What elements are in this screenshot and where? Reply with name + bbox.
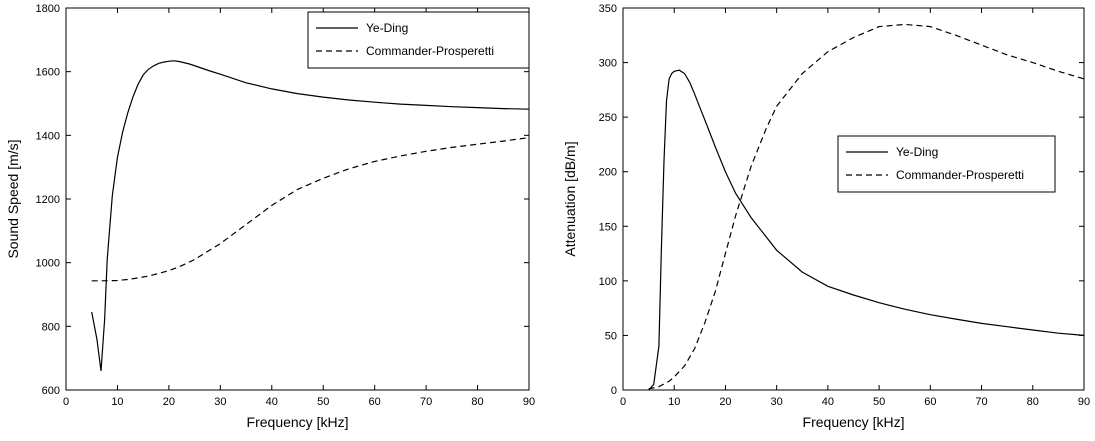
x-tick-label: 60 <box>924 396 936 408</box>
x-tick-label: 70 <box>975 396 987 408</box>
y-tick-label: 300 <box>599 58 617 70</box>
legend-box <box>307 11 530 69</box>
x-tick-label: 20 <box>719 396 731 408</box>
x-tick-label: 70 <box>420 396 432 408</box>
legend-entry: Commander-Prosperetti <box>366 44 494 58</box>
series-commander-prosperetti <box>91 137 529 282</box>
x-tick-label: 50 <box>317 396 329 408</box>
y-tick-label: 150 <box>599 221 617 233</box>
x-tick-label: 40 <box>266 396 278 408</box>
series-ye-ding <box>91 60 529 371</box>
y-tick-label: 600 <box>42 385 60 397</box>
x-tick-label: 10 <box>111 396 123 408</box>
x-tick-label: 80 <box>471 396 483 408</box>
y-tick-label: 1200 <box>36 194 60 206</box>
legend: Ye-Ding Commander-Prosperetti <box>307 11 530 69</box>
legend-entry: Ye-Ding <box>896 145 938 159</box>
series-ye-ding <box>648 69 1084 390</box>
x-tick-label: 50 <box>873 396 885 408</box>
x-tick-label: 30 <box>214 396 226 408</box>
y-tick-label: 50 <box>605 330 617 342</box>
y-tick-label: 100 <box>599 276 617 288</box>
plot-frame <box>622 7 1085 391</box>
chart-1: 0 10 20 30 40 50 60 70 80 90 600 800 1000 1200 1400 160… <box>5 3 535 430</box>
y-tick-label: 1800 <box>36 3 60 15</box>
series-commander-prosperetti <box>648 23 1084 390</box>
y-tick-label: 200 <box>599 167 617 179</box>
x-tick-label: 40 <box>822 396 834 408</box>
legend-entry: Commander-Prosperetti <box>896 168 1024 182</box>
x-tick-label: 30 <box>771 396 783 408</box>
x-tick-label: 0 <box>620 396 626 408</box>
y-axis-label: Attenuation [dB/m] <box>562 141 578 256</box>
y-tick-label: 1600 <box>36 67 60 79</box>
y-axis-label: Sound Speed [m/s] <box>5 139 21 258</box>
x-tick-label: 90 <box>1078 396 1090 408</box>
x-tick-label: 80 <box>1027 396 1039 408</box>
x-axis-label: Frequency [kHz] <box>247 414 349 430</box>
y-tick-label: 1400 <box>36 130 60 142</box>
y-tick-label: 350 <box>599 3 617 15</box>
y-tick-label: 0 <box>611 385 617 397</box>
y-tick-label: 800 <box>42 321 60 333</box>
x-tick-label: 0 <box>63 396 69 408</box>
x-tick-label: 10 <box>668 396 680 408</box>
x-axis-label: Frequency [kHz] <box>803 414 905 430</box>
y-tick-label: 250 <box>599 112 617 124</box>
legend-entry: Ye-Ding <box>366 21 408 35</box>
x-tick-label: 60 <box>369 396 381 408</box>
legend: Ye-Ding Commander-Prosperetti <box>837 135 1056 193</box>
x-tick-label: 20 <box>163 396 175 408</box>
chart-2: 0 10 20 30 40 50 60 70 80 90 0 50 100 150 200 250 300 350… <box>562 3 1090 430</box>
x-tick-label: 90 <box>523 396 535 408</box>
y-tick-label: 1000 <box>36 258 60 270</box>
legend-box <box>837 135 1056 193</box>
